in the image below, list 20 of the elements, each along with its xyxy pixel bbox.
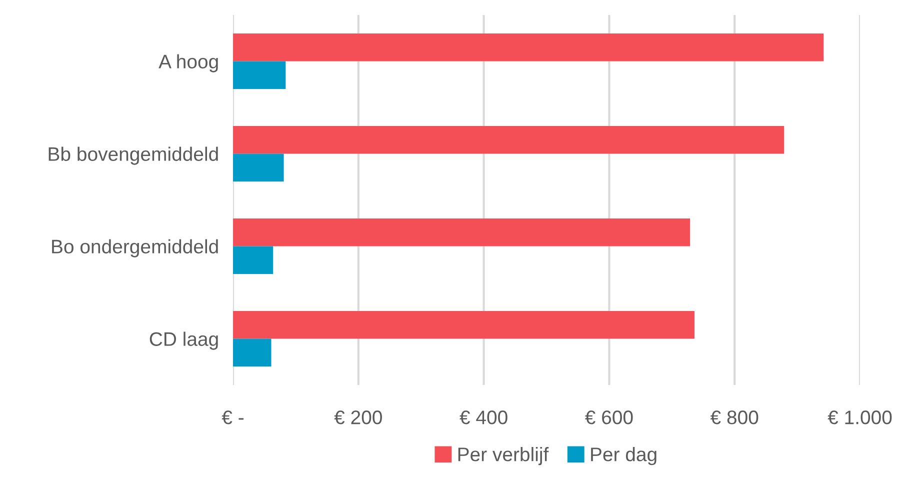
x-tick-label: € 200 bbox=[334, 410, 382, 424]
bar bbox=[233, 218, 690, 246]
bar bbox=[233, 126, 784, 154]
x-tick-label: € 1.000 bbox=[828, 410, 892, 424]
bar bbox=[233, 246, 274, 274]
y-tick-label: Bo ondergemiddeld bbox=[52, 239, 218, 258]
bar bbox=[233, 34, 824, 62]
y-tick-label: CD laag bbox=[150, 332, 218, 350]
x-tick-label: € 400 bbox=[460, 410, 508, 424]
x-tick-label: € 600 bbox=[585, 410, 633, 424]
y-tick-label: A hoog bbox=[158, 54, 218, 72]
x-tick-label: € 800 bbox=[710, 410, 758, 424]
bar bbox=[233, 311, 694, 339]
legend-label: Per dag bbox=[591, 447, 656, 466]
bar bbox=[233, 154, 284, 182]
x-tick-label: € - bbox=[222, 410, 244, 424]
bar bbox=[233, 61, 286, 89]
bar bbox=[233, 338, 272, 366]
legend-label: Per verblijf bbox=[458, 447, 549, 466]
y-tick-label: Bb bovengemiddeld bbox=[48, 146, 218, 165]
